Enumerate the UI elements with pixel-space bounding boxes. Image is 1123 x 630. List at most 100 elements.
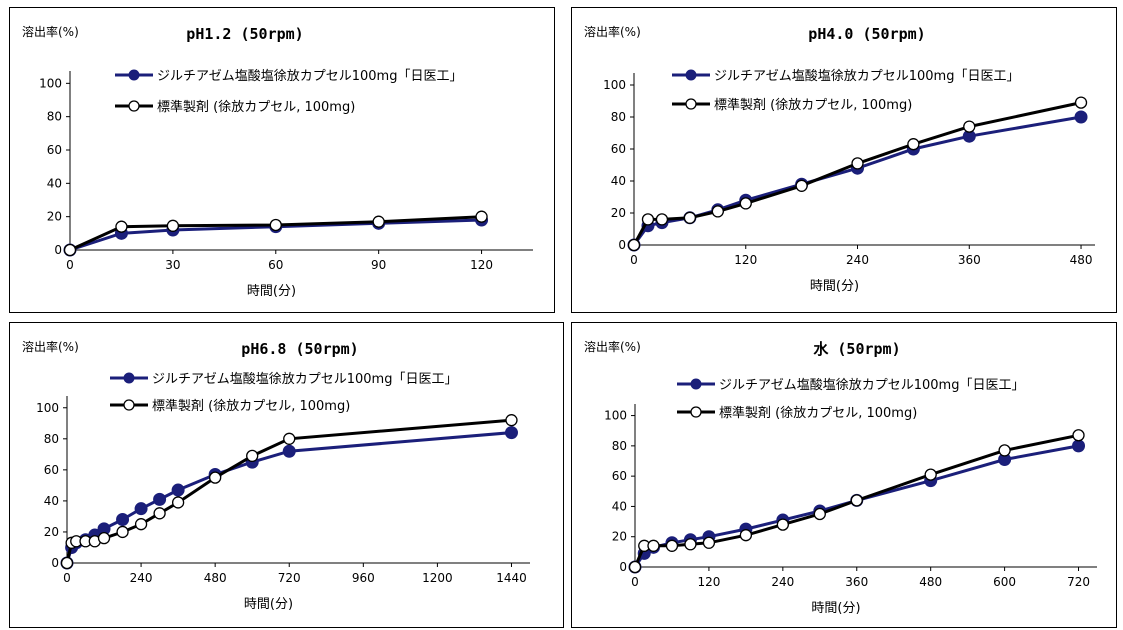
y-tick-label: 80 [44, 432, 59, 446]
legend-marker [123, 399, 135, 411]
y-tick-label: 0 [51, 556, 59, 570]
legend-label: 標準製剤 (徐放カプセル, 100mg) [719, 405, 917, 421]
x-tick-label: 0 [630, 253, 638, 267]
y-tick-label: 80 [47, 110, 62, 124]
data-point [711, 205, 724, 218]
y-tick-label: 40 [47, 176, 62, 190]
y-tick-label: 40 [44, 494, 59, 508]
series-line-1 [632, 115, 1082, 246]
chart-title: pH1.2 (50rpm) [186, 25, 303, 43]
y-tick-label: 40 [611, 174, 626, 188]
x-tick-label: 240 [771, 575, 794, 589]
data-point [647, 539, 660, 552]
chart-svg: pH6.8 (50rpm) 溶出率(%) 時間(分) 0 20 40 60 80 100 0 240… [22, 339, 530, 612]
y-tick-label: 60 [44, 463, 59, 477]
data-point [171, 496, 185, 509]
data-point [153, 492, 167, 506]
x-tick-label: 360 [958, 253, 981, 267]
data-point [627, 238, 641, 252]
x-tick-label: 60 [268, 258, 283, 272]
data-point [665, 539, 679, 552]
data-point [115, 220, 128, 233]
y-tick-label: 60 [611, 142, 626, 156]
data-point [1074, 110, 1088, 124]
x-tick-label: 120 [697, 575, 720, 589]
x-tick-label: 0 [631, 575, 639, 589]
x-tick-label: 120 [470, 258, 493, 272]
legend-marker [123, 372, 135, 384]
data-point [171, 483, 185, 497]
data-point [116, 513, 130, 527]
y-axis-label: 溶出率(%) [22, 339, 79, 354]
y-tick-label: 20 [611, 206, 626, 220]
data-point [134, 502, 148, 516]
legend-label: 標準製剤 (徐放カプセル, 100mg) [714, 97, 912, 113]
data-point [924, 468, 937, 481]
data-point [505, 414, 518, 427]
chart-svg: pH1.2 (50rpm) 溶出率(%) 時間(分) 0 20 40 60 80 100 0 30 6… [22, 24, 533, 299]
y-tick-label: 60 [612, 469, 627, 483]
y-tick-label: 80 [612, 439, 627, 453]
data-point [504, 426, 518, 440]
x-tick-label: 240 [130, 571, 153, 585]
data-point [795, 179, 808, 192]
legend-label: ジルチアゼム塩酸塩徐放カプセル100mg「日医工」 [719, 378, 1024, 393]
data-point [116, 525, 129, 539]
data-point [683, 211, 697, 224]
y-tick-label: 20 [612, 530, 627, 544]
y-tick-label: 0 [618, 238, 626, 252]
chart-title: pH6.8 (50rpm) [241, 340, 358, 358]
legend-marker [685, 98, 697, 110]
legend-marker [128, 69, 140, 81]
data-point [97, 532, 111, 545]
x-tick-label: 480 [204, 571, 227, 585]
y-axis-label: 溶出率(%) [584, 24, 641, 39]
data-point [1072, 439, 1086, 453]
legend-label: ジルチアゼム塩酸塩徐放カプセル100mg「日医工」 [152, 372, 457, 387]
data-point [372, 215, 385, 228]
data-point [1074, 96, 1088, 109]
data-point [475, 210, 488, 223]
data-point [739, 529, 753, 542]
legend-marker [685, 69, 697, 81]
x-tick-label: 480 [919, 575, 942, 589]
chart-panel-ph6-8: pH6.8 (50rpm) 溶出率(%) 時間(分) 0 20 40 60 80 100 0 240… [9, 322, 564, 628]
data-point [702, 536, 716, 549]
y-axis-label: 溶出率(%) [22, 24, 79, 39]
y-tick-label: 40 [612, 499, 627, 513]
legend-marker [128, 100, 140, 112]
data-point [246, 449, 259, 463]
chart-panel-ph1-2: pH1.2 (50rpm) 溶出率(%) 時間(分) 0 20 40 60 80 100 0 30 6… [9, 7, 555, 313]
data-point [166, 219, 180, 232]
x-tick-label: 960 [352, 571, 375, 585]
x-axis-label: 時間(分) [244, 597, 293, 612]
x-tick-label: 480 [1070, 253, 1093, 267]
x-tick-label: 30 [165, 258, 180, 272]
data-point [907, 138, 920, 151]
x-tick-label: 600 [993, 575, 1016, 589]
data-point [739, 197, 752, 210]
data-point [641, 213, 655, 226]
x-axis-label: 時間(分) [811, 601, 860, 616]
data-point [851, 157, 864, 170]
legend-label: ジルチアゼム塩酸塩徐放カプセル100mg「日医工」 [714, 69, 1019, 84]
y-tick-label: 100 [36, 401, 59, 415]
x-tick-label: 1440 [496, 571, 527, 585]
data-point [153, 507, 166, 520]
data-point [776, 518, 789, 531]
y-tick-label: 80 [611, 110, 626, 124]
data-point [1072, 429, 1085, 442]
chart-svg: pH4.0 (50rpm) 溶出率(%) 時間(分) 0 20 40 60 80 100 0 120… [584, 24, 1095, 294]
x-tick-label: 0 [63, 571, 71, 585]
x-tick-label: 720 [1067, 575, 1090, 589]
x-tick-label: 120 [734, 253, 757, 267]
data-point [850, 494, 863, 507]
x-tick-label: 0 [66, 258, 74, 272]
chart-panel-water: 水 (50rpm) 溶出率(%) 時間(分) 0 20 40 60 80 100 0 120 240 3… [571, 322, 1117, 628]
y-tick-label: 100 [39, 76, 62, 90]
x-axis-label: 時間(分) [247, 284, 296, 299]
y-axis-label: 溶出率(%) [584, 339, 641, 354]
series-line-2 [69, 215, 482, 252]
legend-marker [690, 406, 702, 418]
legend-marker [690, 378, 702, 390]
